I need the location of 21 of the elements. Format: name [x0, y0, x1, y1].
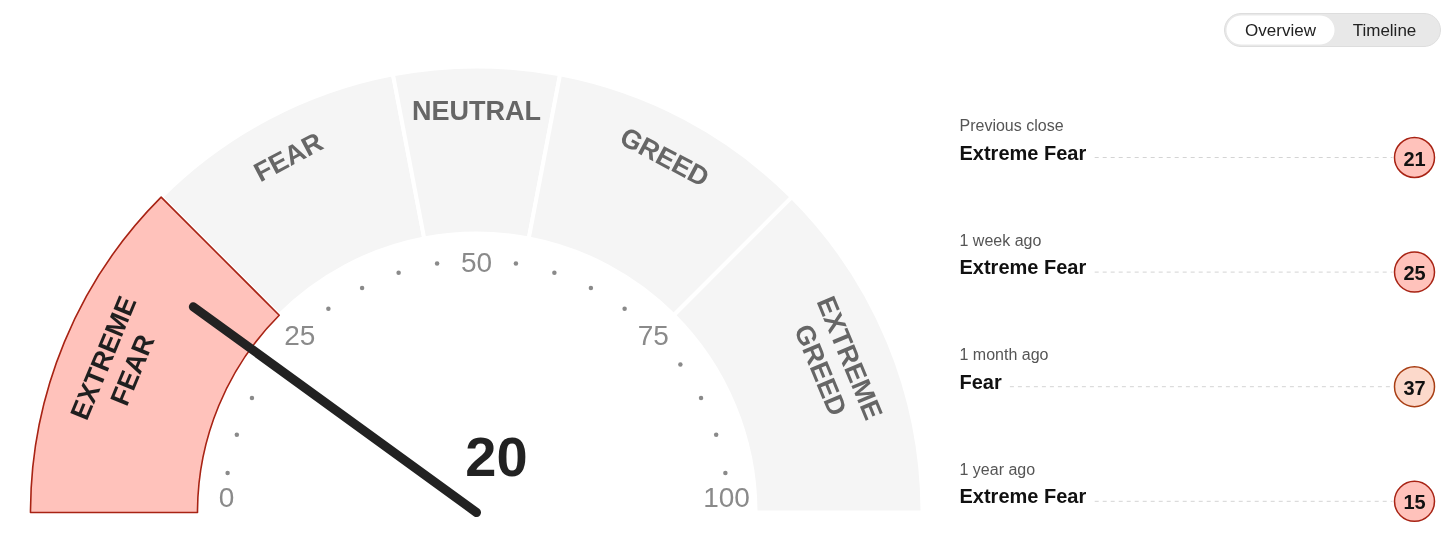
- text: 100: [703, 482, 750, 513]
- text: 75: [637, 320, 669, 352]
- text: Fear: [959, 370, 1002, 393]
- text: Extreme Fear: [959, 485, 1087, 508]
- text: Extreme Fear: [959, 256, 1087, 279]
- text: 15: [1403, 491, 1426, 514]
- text: 25: [1403, 262, 1426, 285]
- text: 0: [218, 482, 235, 513]
- text: 1 month ago: [959, 346, 1049, 364]
- text: 25: [284, 320, 316, 352]
- text: Overview: [1245, 21, 1317, 40]
- text: Extreme Fear: [959, 141, 1087, 164]
- text: 37: [1403, 376, 1426, 399]
- text: Previous close: [959, 117, 1064, 134]
- text: 50: [460, 247, 493, 278]
- text: 1 week ago: [959, 231, 1042, 249]
- text: Timeline: [1352, 21, 1417, 40]
- slice-label: NEUTRAL: [412, 95, 542, 126]
- text: 21: [1403, 147, 1426, 170]
- text: 1 year ago: [959, 460, 1036, 478]
- text: 20: [465, 424, 528, 488]
